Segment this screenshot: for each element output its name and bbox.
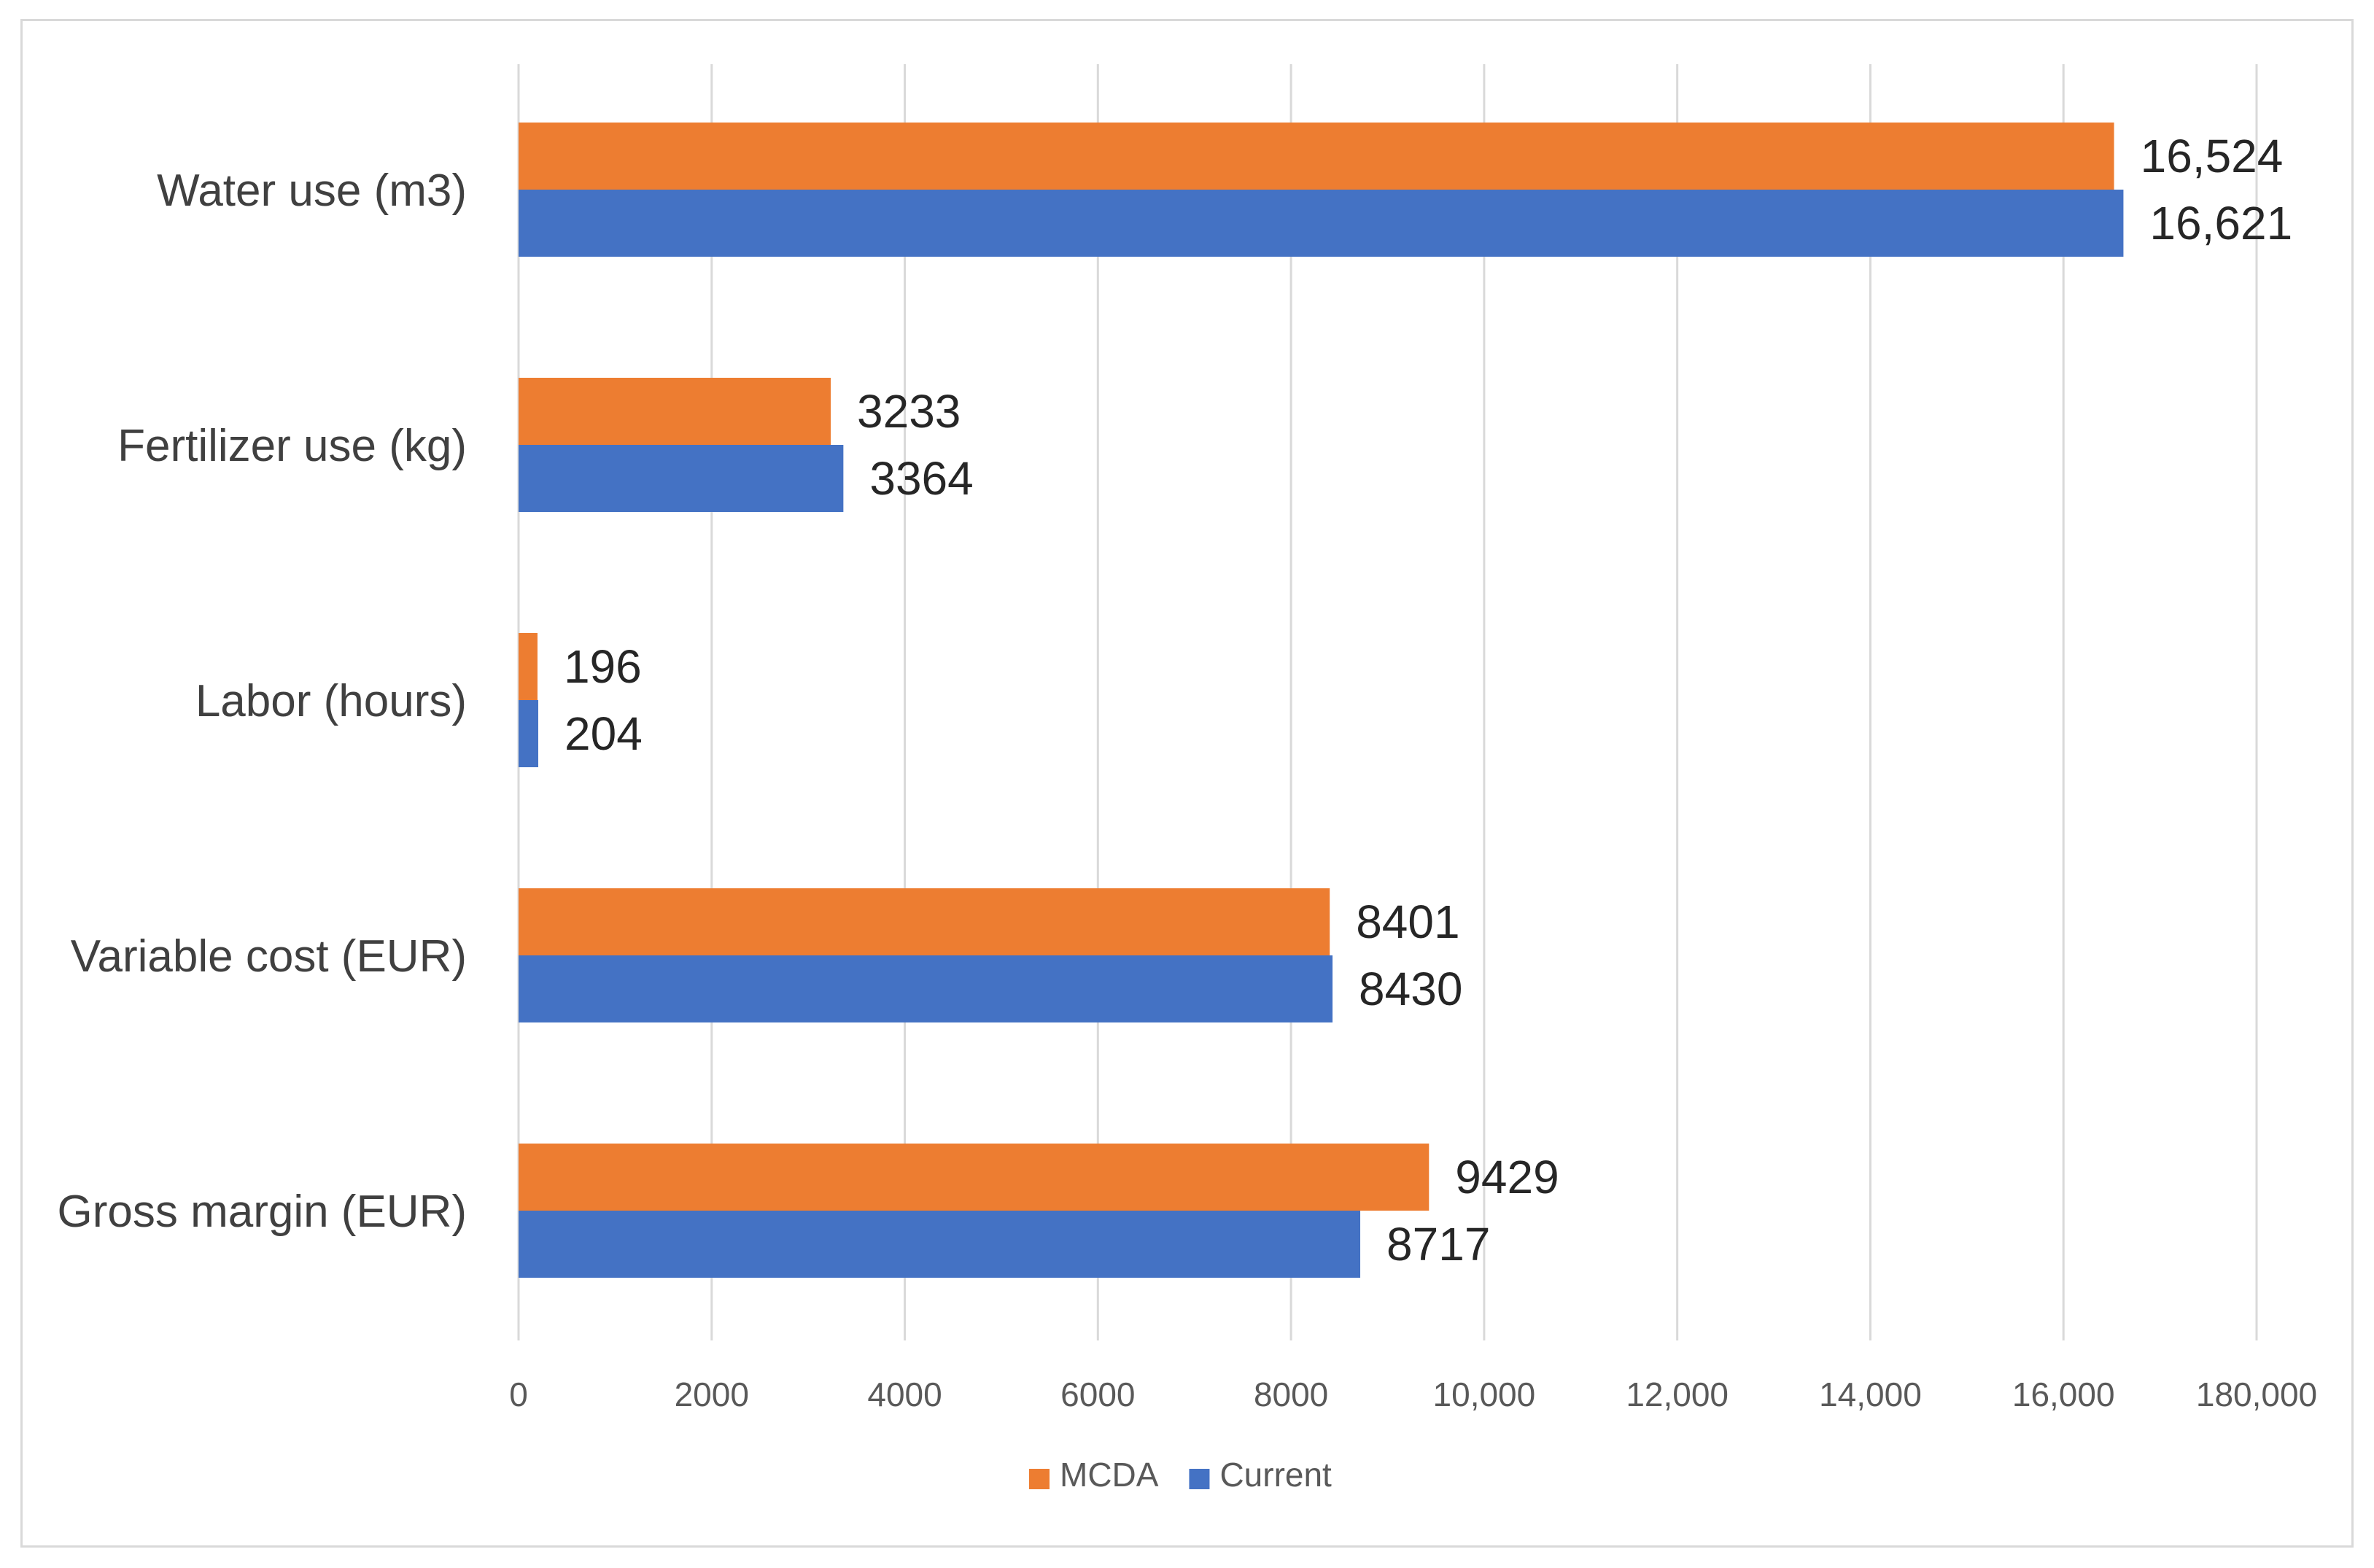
bar-current	[519, 445, 844, 512]
bars	[519, 123, 2124, 1278]
x-tick-label: 14,000	[1819, 1375, 1922, 1413]
bar-mcda	[519, 1144, 1430, 1211]
data-label-mcda: 16,524	[2141, 130, 2284, 182]
legend-swatch-current	[1189, 1469, 1210, 1489]
x-tick-label: 2000	[675, 1375, 749, 1413]
bar-mcda	[519, 633, 538, 700]
x-tick-label: 4000	[867, 1375, 942, 1413]
data-label-current: 8717	[1386, 1218, 1490, 1270]
chart-frame	[20, 19, 2354, 1548]
data-label-mcda: 3233	[857, 385, 961, 438]
data-label-current: 16,621	[2149, 197, 2292, 249]
category-label: Gross margin (EUR)	[57, 1187, 467, 1237]
data-label-mcda: 9429	[1455, 1151, 1559, 1203]
x-tick-label: 16,000	[2012, 1375, 2115, 1413]
bar-mcda	[519, 123, 2114, 190]
category-label: Water use (m3)	[157, 166, 467, 216]
category-label: Variable cost (EUR)	[71, 931, 467, 982]
category-label: Labor (hours)	[195, 676, 467, 726]
x-tick-label: 12,000	[1626, 1375, 1729, 1413]
legend: MCDA Current	[1029, 1456, 1332, 1494]
x-tick-label: 8000	[1254, 1375, 1328, 1413]
category-label: Fertilizer use (kg)	[117, 421, 467, 471]
bar-current	[519, 190, 2124, 257]
data-label-mcda: 8401	[1356, 896, 1459, 948]
bar-current	[519, 700, 539, 767]
legend-swatch-mcda	[1029, 1469, 1050, 1489]
data-label-current: 204	[565, 707, 643, 760]
legend-label-current: Current	[1219, 1456, 1332, 1494]
x-tick-label: 6000	[1060, 1375, 1135, 1413]
category-labels: Water use (m3) Fertilizer use (kg) Labor (…	[57, 166, 467, 1237]
bar-mcda	[519, 888, 1330, 955]
data-label-current: 8430	[1359, 963, 1462, 1015]
data-label-current: 3364	[869, 452, 973, 505]
data-label-mcda: 196	[564, 640, 642, 693]
legend-label-mcda: MCDA	[1060, 1456, 1159, 1494]
x-tick-label: 180,000	[2196, 1375, 2317, 1413]
x-tick-label: 10,000	[1433, 1375, 1536, 1413]
bar-current	[519, 1211, 1361, 1278]
gridlines	[517, 64, 2258, 1340]
x-axis-tick-labels: 0 2000 4000 6000 8000 10,000 12,000 14,000 16,00…	[509, 1375, 2317, 1413]
bar-current	[519, 955, 1333, 1022]
bar-mcda	[519, 378, 831, 445]
x-tick-label: 0	[509, 1375, 528, 1413]
data-labels: 16,524 16,621 3233 3364 196 204 8401 8430 9429 87…	[564, 130, 2292, 1270]
